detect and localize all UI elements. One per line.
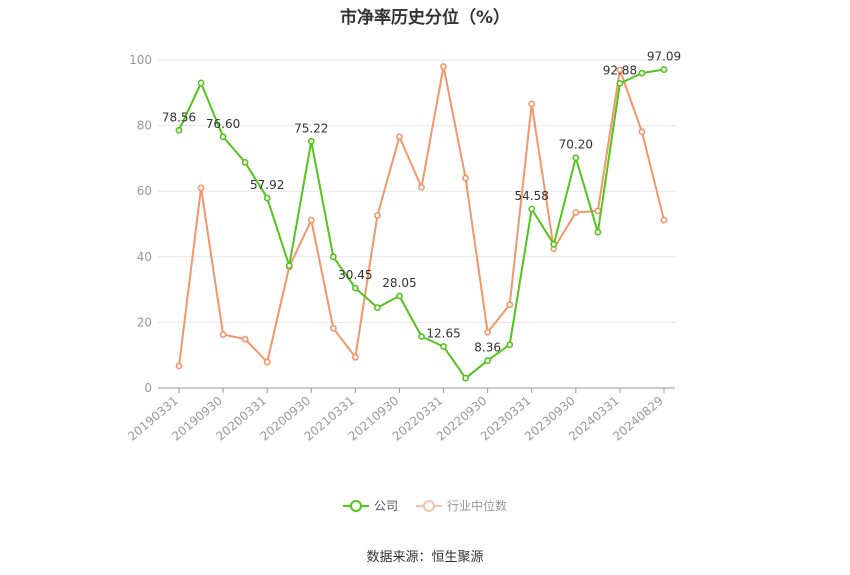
data-point-industry-median [263,358,271,366]
data-point-company [285,262,293,270]
data-point-company [616,79,624,87]
data-point-industry-median [484,328,492,336]
data-point-industry-median [175,362,183,370]
data-point-company [550,240,558,248]
data-label: 28.05 [382,276,416,290]
data-label: 57.92 [250,178,284,192]
data-point-company [241,158,249,166]
y-tick-label: 40 [137,250,152,264]
series-layer [175,63,668,382]
y-tick-label: 80 [137,119,152,133]
legend-item-industry-median[interactable]: 行业中位数 [416,497,507,514]
data-label: 78.56 [162,110,196,124]
data-point-industry-median [660,216,668,224]
legend-item-company[interactable]: 公司 [342,497,398,514]
data-point-company [197,79,205,87]
data-point-company [440,343,447,350]
data-point-company [418,333,425,340]
data-point-company [307,137,315,145]
data-point-company [263,194,271,202]
y-tick-label: 60 [137,184,152,198]
data-point-company [572,154,580,162]
data-point-industry-median [197,184,205,192]
data-label: 76.60 [206,117,240,131]
data-point-industry-median [329,324,337,332]
data-point-company [351,284,359,292]
data-label: 8.36 [474,341,501,355]
chart-title: 市净率历史分位（%） [339,8,511,28]
data-point-industry-median [638,128,646,136]
series-line-industry-median [178,65,665,367]
y-tick-label: 100 [129,53,152,67]
data-point-company [484,357,492,364]
data-label: 12.65 [426,327,460,341]
data-label: 30.45 [338,268,372,282]
data-label: 75.22 [294,121,328,135]
data-point-company [506,341,514,349]
data-point-company [396,292,403,300]
data-point-industry-median [351,353,359,361]
data-point-company [329,253,337,261]
data-point-industry-median [219,331,227,338]
data-point-company [462,374,469,382]
label-layer: 78.56 76.60 57.92 75.22 30.45 28.05 12.65 8.36 5… [162,50,681,355]
y-tick-label: 0 [144,381,152,395]
data-point-industry-median [440,63,447,70]
y-tick-label: 20 [137,315,152,329]
data-point-industry-median [506,301,514,309]
grid-layer [158,59,675,323]
legend-label-industry-median: 行业中位数 [447,499,508,513]
data-point-industry-median [307,216,315,224]
legend-swatch-company [342,499,369,513]
data-point-industry-median [418,183,425,191]
data-source: 数据来源：恒生聚源 [366,550,484,565]
data-point-industry-median [616,66,624,74]
legend-swatch-industry-median [416,499,442,513]
data-point-industry-median [462,174,469,182]
data-point-company [175,126,183,134]
data-point-company [594,228,602,236]
data-point-company [638,69,646,77]
data-point-company [219,133,227,141]
data-label: 54.58 [515,189,549,203]
data-label: 92.88 [603,63,637,77]
data-point-company [660,66,668,73]
data-point-industry-median [594,207,602,215]
data-label: 70.20 [559,138,593,152]
data-point-industry-median [528,100,536,108]
axis-layer: 0204060801002019033120190930202003312020… [125,53,675,444]
data-point-company [374,304,381,312]
data-label: 97.09 [647,50,681,64]
data-point-industry-median [572,209,580,216]
data-point-industry-median [374,212,381,219]
legend: 公司 行业中位数 [0,497,850,514]
data-point-company [528,205,536,213]
data-point-industry-median [241,335,249,343]
legend-label-company: 公司 [373,499,398,513]
series-line-company [178,68,665,380]
data-point-industry-median [396,133,403,141]
